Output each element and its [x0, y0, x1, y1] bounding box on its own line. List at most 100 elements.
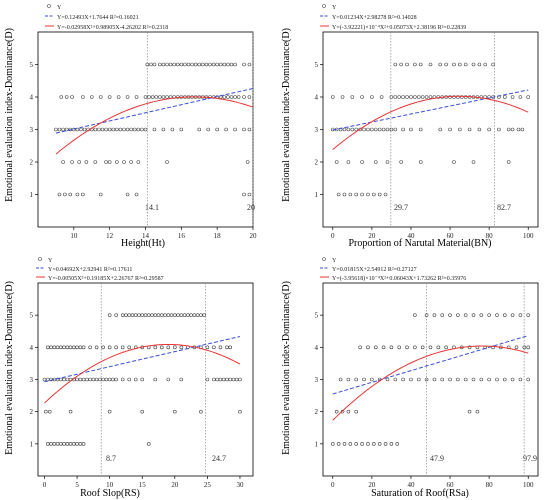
y-tick-label-natural-material: 4 [315, 94, 319, 102]
data-point-height [134, 192, 139, 197]
data-point-height [186, 62, 191, 67]
data-point-roof-slope [62, 345, 66, 350]
x-tick-label-roof-slope: 15 [139, 481, 147, 489]
data-point-roof-slope [78, 377, 83, 382]
data-point-height [61, 160, 65, 164]
x-tick-label-natural-material: 40 [407, 232, 415, 240]
data-point-roof-slope [146, 442, 151, 446]
data-point-height [107, 160, 112, 164]
y-tick-label-height: 3 [30, 126, 34, 134]
panel-natural-material: Proportion of Narutal Material(BN) Emoti… [281, 4, 539, 249]
data-point-natural-material [342, 127, 347, 132]
data-point-height [229, 62, 234, 67]
data-point-height [122, 160, 126, 164]
data-point-roof-slope [143, 313, 148, 317]
data-point-height [168, 62, 173, 67]
data-point-height [132, 127, 137, 132]
data-point-roof-slope [94, 345, 99, 350]
y-tick-label-height: 4 [30, 94, 34, 102]
data-point-roof-saturation [502, 377, 507, 382]
data-point-natural-material [393, 127, 398, 132]
data-point-height [125, 127, 130, 132]
data-point-natural-material [373, 127, 378, 132]
data-point-natural-material [389, 95, 394, 99]
data-point-height [236, 95, 241, 99]
data-point-natural-material [360, 95, 364, 99]
data-point-height [233, 127, 237, 132]
data-point-natural-material [330, 95, 335, 99]
data-point-roof-saturation [354, 377, 359, 382]
marker-label-height-2: 20 [247, 203, 255, 212]
data-point-height [233, 95, 237, 99]
y-tick-label-height: 2 [30, 159, 34, 167]
data-point-height [84, 160, 89, 164]
data-point-height [75, 127, 80, 132]
data-point-height [72, 127, 76, 132]
data-point-height [175, 62, 180, 67]
data-point-roof-saturation [416, 377, 421, 382]
ylabel-roof-slope: Emotional evaluation index-Dominance(D) [4, 281, 15, 455]
data-point-roof-slope [234, 377, 239, 382]
data-point-natural-material [459, 95, 464, 99]
data-point-height [193, 62, 198, 67]
data-point-height [75, 192, 80, 197]
data-point-roof-slope [199, 313, 203, 317]
data-point-roof-slope [238, 409, 242, 414]
ylabel-natural-material: Emotional evaluation index-Dominance(D) [281, 28, 292, 202]
data-point-natural-material [452, 95, 456, 99]
data-point-roof-slope [88, 377, 92, 382]
data-point-roof-slope [68, 345, 73, 350]
data-point-height [57, 127, 62, 132]
legend-quadratic-roof-slope: Y=-0.00505X²+0.19185X+2.26767 R²=0.29587 [48, 276, 164, 282]
data-point-roof-slope [225, 345, 229, 350]
data-point-roof-slope [140, 313, 145, 317]
data-point-natural-material [366, 192, 370, 197]
data-point-natural-material [428, 95, 433, 99]
x-tick-label-height: 14 [142, 232, 150, 240]
data-point-natural-material [506, 127, 511, 132]
data-point-roof-slope [146, 313, 151, 317]
data-point-natural-material [458, 127, 462, 132]
data-point-roof-saturation [383, 442, 388, 446]
data-point-roof-saturation [366, 442, 370, 446]
legend-linear-roof-slope: Y=0.04692X+2.92941 R²=0.17611 [48, 267, 132, 273]
linear-fit-line-roof-saturation [332, 335, 529, 395]
x-tick-label-natural-material: 0 [331, 232, 335, 240]
xlabel-height: Height(Ht) [121, 238, 165, 249]
data-point-roof-saturation [440, 377, 445, 382]
data-point-height [100, 127, 105, 132]
data-point-roof-saturation [526, 345, 531, 350]
data-point-height [97, 127, 101, 132]
data-point-natural-material [452, 160, 456, 164]
data-point-roof-saturation [372, 442, 376, 446]
data-point-roof-slope [68, 442, 73, 446]
data-point-natural-material [448, 127, 452, 132]
marker-label-roof-saturation-2: 97.9 [523, 454, 537, 463]
data-point-roof-slope [205, 345, 210, 350]
marker-label-roof-saturation-1: 47.9 [430, 454, 444, 463]
data-point-natural-material [424, 95, 429, 99]
y-tick-label-roof-saturation: 1 [315, 440, 319, 448]
data-point-roof-saturation [475, 409, 480, 414]
data-point-height [245, 160, 250, 164]
data-point-roof-slope [62, 377, 66, 382]
data-point-natural-material [366, 127, 370, 132]
data-point-natural-material [477, 127, 482, 132]
marker-label-roof-slope-1: 8.7 [106, 454, 116, 463]
data-point-roof-slope [159, 313, 164, 317]
data-point-roof-saturation [526, 377, 531, 382]
data-point-roof-slope [55, 345, 60, 350]
data-point-natural-material [491, 62, 495, 67]
data-point-roof-saturation [448, 313, 452, 317]
data-point-roof-slope [81, 377, 86, 382]
data-point-height [125, 95, 130, 99]
quadratic-fit-curve-roof-saturation [332, 345, 529, 421]
data-point-roof-slope [215, 377, 219, 382]
data-point-height [247, 192, 252, 197]
data-point-roof-saturation [389, 345, 394, 350]
data-point-roof-saturation [432, 313, 437, 317]
data-point-natural-material [385, 160, 390, 164]
data-point-roof-slope [114, 313, 118, 317]
data-point-height [122, 127, 126, 132]
data-point-roof-saturation [362, 377, 366, 382]
